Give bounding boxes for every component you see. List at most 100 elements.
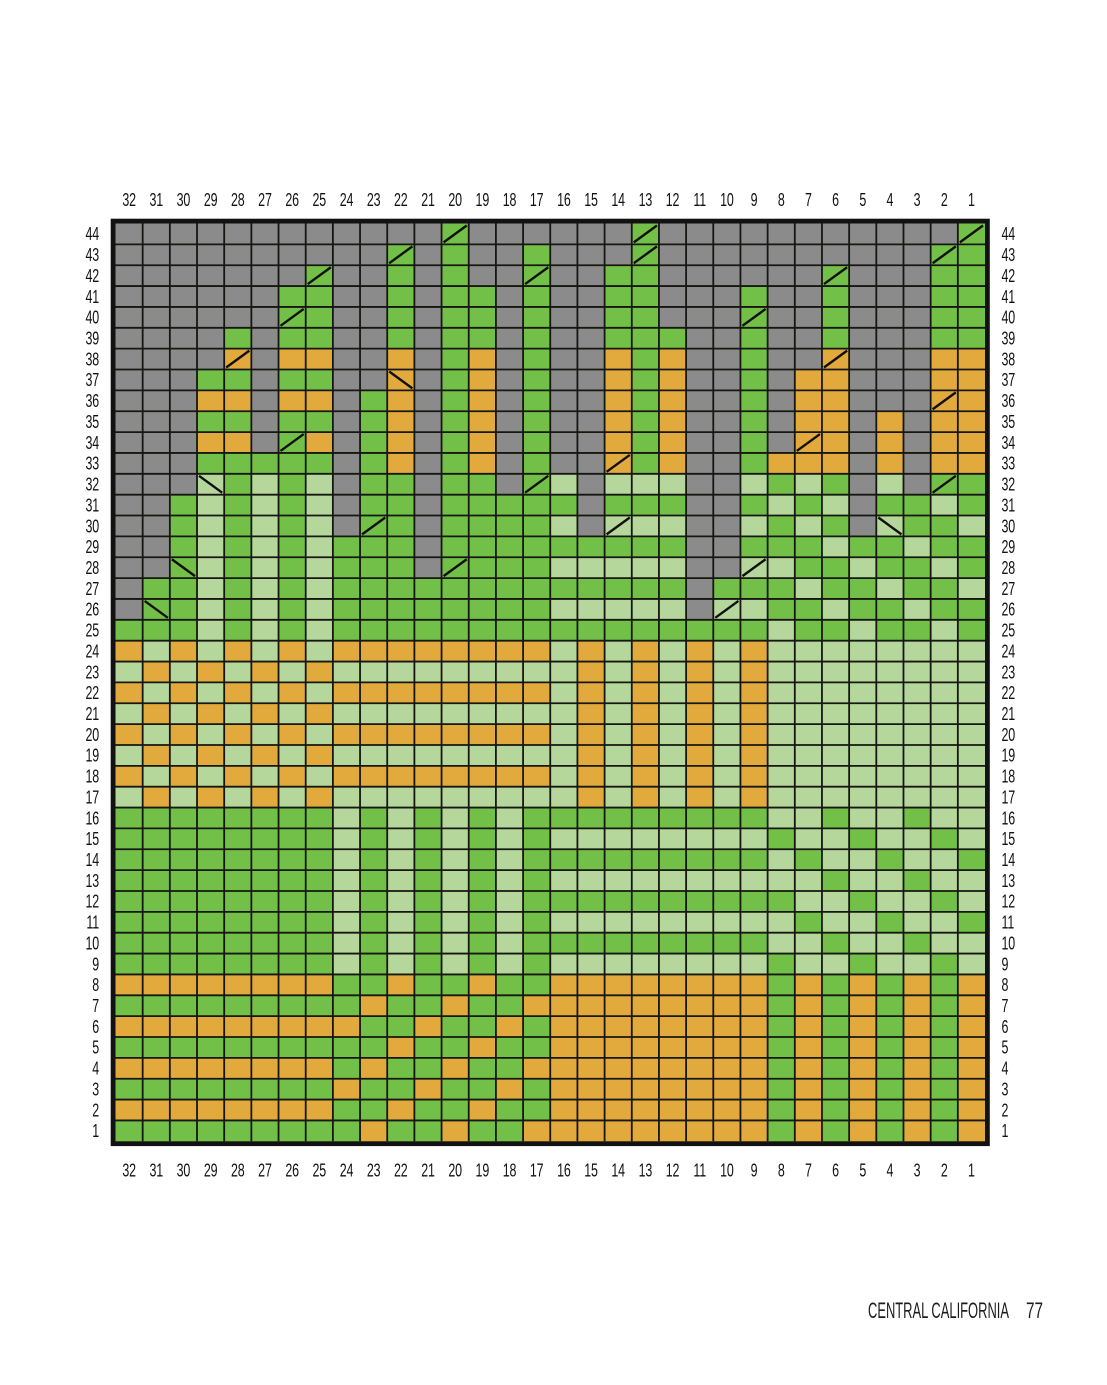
svg-text:38: 38 (1002, 350, 1016, 370)
svg-text:23: 23 (367, 1161, 381, 1181)
svg-text:CENTRAL CALIFORNIA: CENTRAL CALIFORNIA (868, 1298, 1009, 1323)
svg-text:41: 41 (1002, 288, 1016, 308)
svg-text:27: 27 (258, 191, 272, 211)
svg-text:31: 31 (149, 191, 163, 211)
svg-text:35: 35 (85, 413, 99, 433)
svg-text:22: 22 (1002, 684, 1016, 704)
svg-text:17: 17 (530, 191, 544, 211)
svg-text:15: 15 (584, 191, 598, 211)
svg-text:8: 8 (1002, 976, 1009, 996)
svg-text:10: 10 (85, 934, 99, 954)
svg-text:21: 21 (421, 1161, 435, 1181)
svg-text:38: 38 (85, 350, 99, 370)
svg-text:35: 35 (1002, 413, 1016, 433)
svg-text:77: 77 (1026, 1298, 1043, 1323)
svg-text:24: 24 (1002, 642, 1016, 662)
svg-text:40: 40 (1002, 308, 1016, 328)
svg-text:5: 5 (859, 191, 866, 211)
svg-text:28: 28 (231, 191, 245, 211)
svg-text:3: 3 (92, 1080, 99, 1100)
svg-text:19: 19 (476, 191, 490, 211)
svg-text:42: 42 (1002, 267, 1016, 287)
svg-text:21: 21 (85, 705, 99, 725)
svg-text:6: 6 (832, 1161, 839, 1181)
svg-text:17: 17 (85, 788, 99, 808)
svg-text:2: 2 (92, 1101, 99, 1121)
svg-text:40: 40 (85, 308, 99, 328)
svg-text:16: 16 (85, 809, 99, 829)
svg-text:29: 29 (204, 1161, 218, 1181)
svg-text:15: 15 (85, 830, 99, 850)
svg-text:11: 11 (693, 191, 706, 211)
svg-text:32: 32 (122, 1161, 136, 1181)
svg-text:33: 33 (1002, 454, 1016, 474)
svg-text:9: 9 (1002, 955, 1009, 975)
svg-text:23: 23 (367, 191, 381, 211)
svg-text:29: 29 (1002, 538, 1016, 558)
svg-text:31: 31 (85, 496, 99, 516)
svg-text:42: 42 (85, 267, 99, 287)
svg-text:14: 14 (1002, 851, 1016, 871)
svg-text:20: 20 (448, 1161, 462, 1181)
svg-text:2: 2 (1002, 1101, 1009, 1121)
svg-text:23: 23 (1002, 663, 1016, 683)
svg-text:4: 4 (1002, 1059, 1009, 1079)
svg-text:22: 22 (85, 684, 99, 704)
svg-text:22: 22 (394, 191, 408, 211)
svg-text:25: 25 (85, 621, 99, 641)
svg-text:5: 5 (1002, 1039, 1009, 1059)
svg-text:10: 10 (1002, 934, 1016, 954)
svg-text:6: 6 (92, 1018, 99, 1038)
svg-text:4: 4 (887, 1161, 894, 1181)
svg-text:9: 9 (92, 955, 99, 975)
svg-text:14: 14 (611, 191, 625, 211)
svg-text:11: 11 (86, 913, 99, 933)
svg-text:24: 24 (340, 191, 354, 211)
svg-text:34: 34 (85, 434, 99, 454)
svg-text:43: 43 (1002, 246, 1016, 266)
svg-text:19: 19 (1002, 747, 1016, 767)
svg-text:28: 28 (1002, 559, 1016, 579)
svg-text:18: 18 (503, 191, 517, 211)
svg-text:36: 36 (85, 392, 99, 412)
svg-text:12: 12 (85, 893, 99, 913)
svg-text:32: 32 (1002, 475, 1016, 495)
svg-text:13: 13 (85, 872, 99, 892)
svg-text:16: 16 (1002, 809, 1016, 829)
svg-text:31: 31 (149, 1161, 163, 1181)
svg-text:10: 10 (720, 1161, 734, 1181)
svg-text:18: 18 (1002, 767, 1016, 787)
svg-text:15: 15 (584, 1161, 598, 1181)
svg-text:5: 5 (859, 1161, 866, 1181)
svg-text:18: 18 (503, 1161, 517, 1181)
svg-text:3: 3 (914, 191, 921, 211)
svg-text:20: 20 (1002, 726, 1016, 746)
svg-text:10: 10 (720, 191, 734, 211)
svg-text:1: 1 (1002, 1122, 1009, 1142)
svg-text:37: 37 (1002, 371, 1016, 391)
svg-text:19: 19 (85, 747, 99, 767)
svg-text:5: 5 (92, 1039, 99, 1059)
svg-text:9: 9 (751, 1161, 758, 1181)
svg-text:6: 6 (1002, 1018, 1009, 1038)
svg-text:30: 30 (177, 1161, 191, 1181)
svg-text:25: 25 (313, 1161, 327, 1181)
svg-text:13: 13 (1002, 872, 1016, 892)
svg-text:36: 36 (1002, 392, 1016, 412)
svg-text:6: 6 (832, 191, 839, 211)
svg-text:32: 32 (85, 475, 99, 495)
svg-text:13: 13 (639, 1161, 653, 1181)
svg-text:18: 18 (85, 767, 99, 787)
svg-text:4: 4 (92, 1059, 99, 1079)
svg-text:27: 27 (258, 1161, 272, 1181)
svg-text:17: 17 (530, 1161, 544, 1181)
svg-text:39: 39 (1002, 329, 1016, 349)
svg-text:21: 21 (421, 191, 435, 211)
svg-text:25: 25 (1002, 621, 1016, 641)
svg-text:13: 13 (639, 191, 653, 211)
svg-text:39: 39 (85, 329, 99, 349)
svg-text:26: 26 (1002, 600, 1016, 620)
svg-text:30: 30 (177, 191, 191, 211)
svg-text:8: 8 (778, 191, 785, 211)
svg-text:7: 7 (805, 191, 812, 211)
